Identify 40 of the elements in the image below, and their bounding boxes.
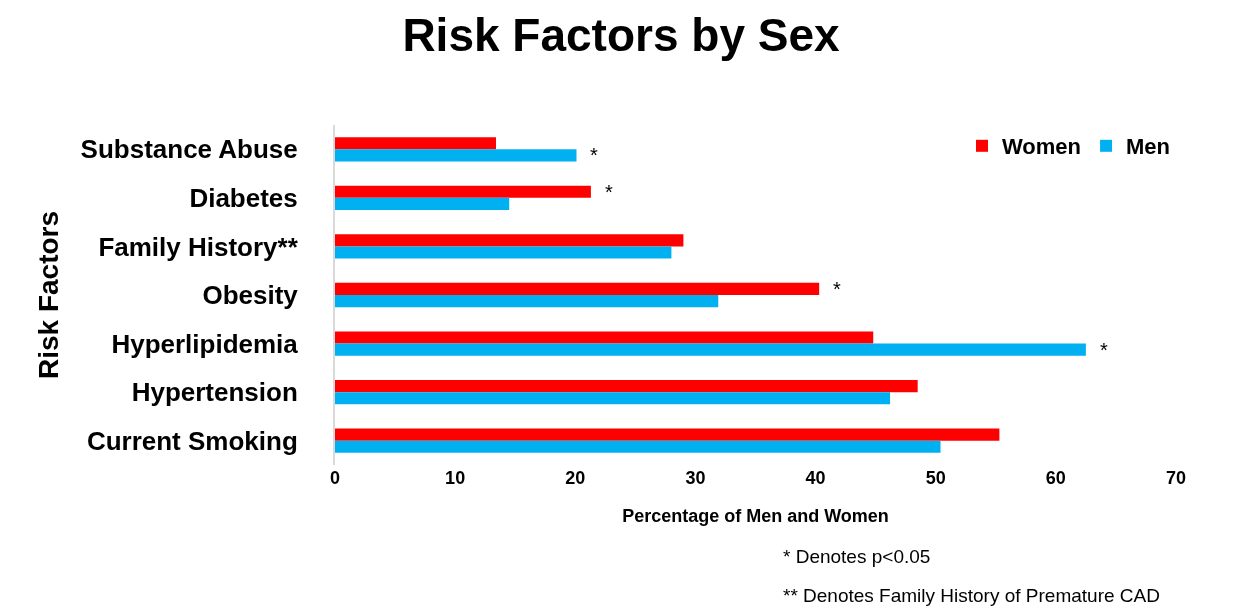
- bar: [335, 185, 591, 198]
- y-axis-title: Risk Factors: [32, 210, 64, 380]
- annotation: *: [605, 181, 613, 203]
- text: ** Denotes Family History of Premature CAD: [783, 585, 1160, 606]
- y-tick-label: Substance Abuse: [80, 134, 298, 165]
- annotation: *: [1100, 339, 1108, 361]
- x-axis-title: Percentage of Men and Women: [622, 506, 889, 527]
- chart-title: Risk Factors by Sex: [402, 8, 841, 61]
- y-tick-label: Diabetes: [189, 182, 298, 213]
- x-tick-label: 50: [925, 468, 946, 488]
- y-tick-label: Obesity: [202, 280, 299, 311]
- bar: [335, 440, 941, 453]
- bar: [335, 282, 820, 295]
- bar: [335, 137, 496, 150]
- bar: [335, 295, 719, 308]
- y-tick-label: Hypertension: [131, 377, 298, 408]
- bar: [335, 380, 918, 393]
- x-tick-label: 70: [1165, 468, 1187, 488]
- x-tick-label: 30: [685, 468, 706, 488]
- x-tick-label: 40: [805, 468, 826, 488]
- bar: [335, 343, 1086, 356]
- x-tick-label: 20: [565, 468, 586, 488]
- y-tick-label: Hyperlipidemia: [111, 328, 299, 359]
- bar: [335, 149, 577, 162]
- y-tick-label: Family History**: [98, 231, 299, 262]
- legend-label: Men: [1126, 134, 1171, 160]
- bar: [335, 331, 874, 344]
- y-tick-label: Current Smoking: [86, 425, 298, 456]
- annotation: *: [833, 278, 841, 300]
- x-tick-label: 60: [1045, 468, 1066, 488]
- legend-label: Women: [1002, 134, 1082, 160]
- bar: [335, 234, 684, 247]
- bar: [335, 197, 510, 210]
- x-tick-label: 0: [329, 468, 341, 488]
- x-tick-label: 10: [445, 468, 466, 488]
- annotation: *: [590, 144, 598, 166]
- text: * Denotes p<0.05: [783, 546, 931, 567]
- bar: [335, 428, 1000, 441]
- bar: [335, 392, 891, 405]
- bar: [335, 246, 672, 259]
